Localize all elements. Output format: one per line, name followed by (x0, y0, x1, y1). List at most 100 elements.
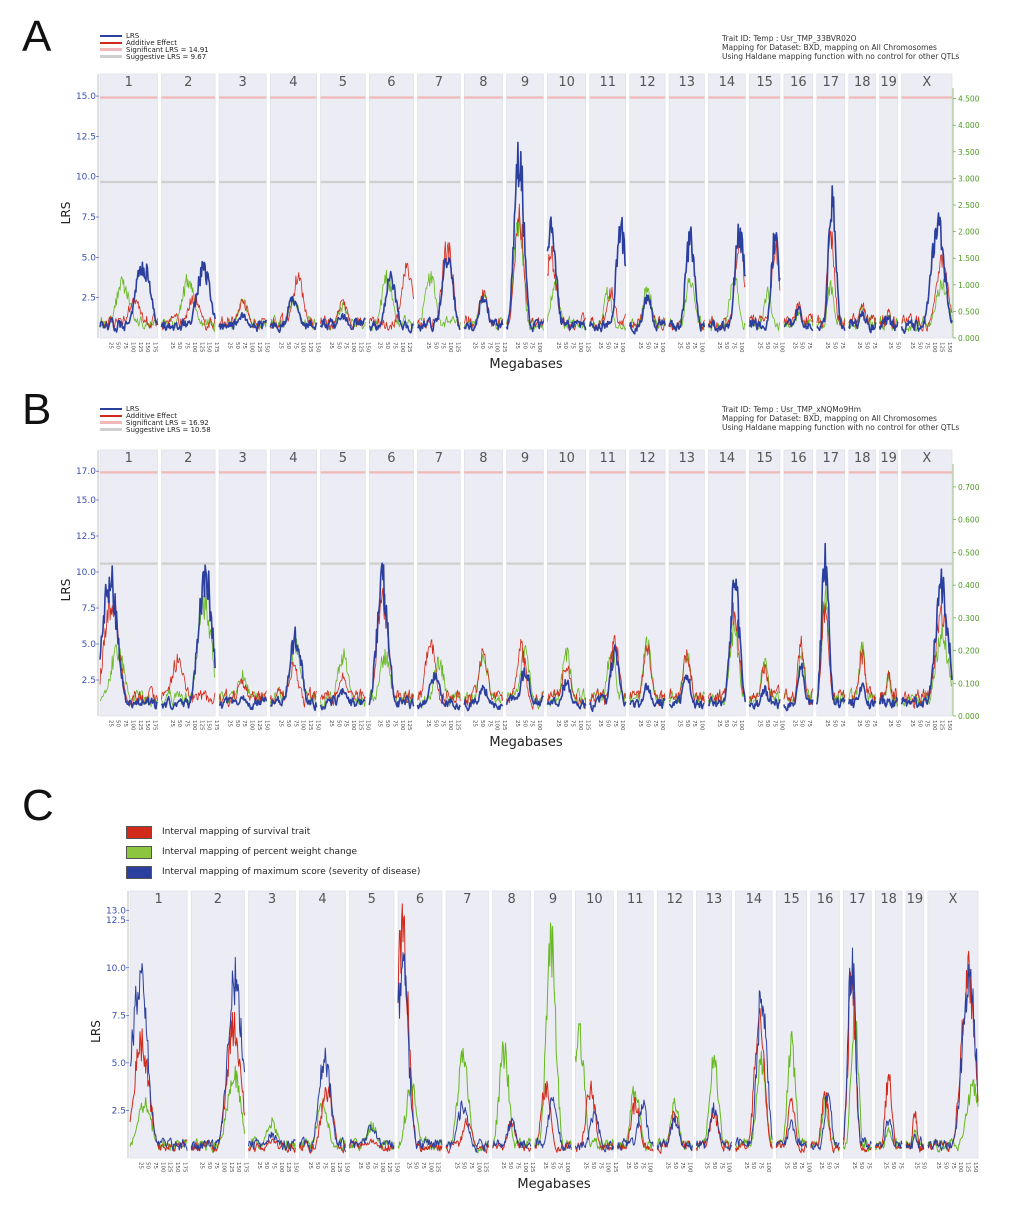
data-series-line (589, 286, 627, 330)
data-series-line (218, 311, 268, 333)
x-tick-label: 75 (806, 342, 812, 349)
legend-swatch-weight (126, 845, 152, 859)
right-tick-label: 4.000 (958, 121, 980, 130)
data-series-line (629, 644, 666, 707)
x-tick-label: 50 (521, 720, 527, 727)
chromosome-label: 9 (521, 75, 529, 90)
x-tick-label: 75 (292, 342, 298, 349)
chromosome-band (161, 73, 216, 339)
y-tick-label: 5.0 (82, 640, 97, 650)
legend: Interval mapping of survival trait Inter… (126, 822, 420, 882)
data-series-line (546, 216, 587, 331)
x-tick-label: 25 (887, 720, 893, 727)
chromosome-label: 4 (289, 75, 297, 90)
x-tick-label: 150 (206, 720, 212, 731)
chromosome-label: 9 (549, 892, 557, 907)
x-tick-label: 125 (529, 1162, 535, 1173)
data-series-line (848, 648, 876, 707)
chromosome-band (848, 73, 876, 339)
x-tick-label: 25 (757, 720, 763, 727)
x-tick-label: 50 (285, 342, 291, 349)
x-tick-label: 50 (750, 1162, 756, 1169)
data-series-line (616, 1097, 654, 1152)
data-series-line (161, 653, 216, 705)
x-tick-label: 75 (420, 1162, 426, 1169)
chromosome-band (708, 73, 746, 339)
x-tick-label: 100 (536, 342, 542, 353)
x-tick-label: 50 (605, 342, 611, 349)
data-series-line (748, 663, 781, 702)
series-group (129, 903, 979, 1154)
legend-item: Suggestive LRS = 10.58 (100, 425, 211, 434)
chromosome-band (879, 73, 898, 339)
x-tick-label: 75 (271, 1162, 277, 1169)
chromosome-label: 4 (318, 892, 326, 907)
x-tick-label: 75 (691, 342, 697, 349)
data-series-line (463, 684, 504, 712)
x-tick-label: 175 (243, 1162, 249, 1173)
x-tick-label: 100 (350, 342, 356, 353)
legend-item: Significant LRS = 14.91 (100, 46, 209, 54)
panel-a: A LRS Additive Effect Significant LRS = … (0, 0, 1024, 390)
x-tick-label: 175 (152, 342, 158, 353)
x-tick-label: 50 (858, 1162, 864, 1169)
x-tick-label: 25 (227, 342, 233, 349)
x-tick-label: 75 (758, 1162, 764, 1169)
legend-label: Suggestive LRS = 10.58 (126, 425, 211, 434)
chromosome-label: X (922, 75, 931, 90)
x-tick-label: 75 (652, 342, 658, 349)
x-tick-label: 150 (343, 1162, 349, 1173)
x-tick-label: 75 (570, 720, 576, 727)
x-tick-label: 100 (605, 1162, 611, 1173)
data-series-line (816, 602, 846, 702)
data-series-line (878, 694, 899, 709)
data-series-line (616, 1099, 654, 1151)
right-tick-label: 0.200 (958, 647, 980, 656)
x-tick-label: 125 (256, 720, 262, 731)
x-tick-label: 50 (864, 342, 870, 349)
right-tick-label: 4.500 (958, 95, 980, 104)
x-tick-label: 150 (394, 1162, 400, 1173)
y-axis-label: LRS (89, 1020, 103, 1043)
x-tick-label: 25 (743, 1162, 749, 1169)
data-series-line (269, 295, 318, 334)
chromosome-band (748, 73, 781, 339)
x-tick-label: 150 (144, 342, 150, 353)
y-tick-label: 2.5 (112, 1106, 126, 1116)
chromosome-label: 19 (907, 892, 924, 907)
x-tick-label: 75 (529, 342, 535, 349)
right-tick-label: 2.000 (958, 228, 980, 237)
chromosome-label: 7 (463, 892, 471, 907)
data-series-line (696, 1054, 733, 1149)
legend-swatch-significant (100, 48, 122, 51)
x-tick-label: 25 (883, 1162, 889, 1169)
x-tick-label: 75 (798, 1162, 804, 1169)
data-series-line (842, 962, 872, 1153)
data-series-line (848, 310, 877, 334)
x-tick-label: 125 (406, 342, 412, 353)
data-series-line (875, 1118, 903, 1149)
x-tick-label: 25 (107, 720, 113, 727)
chromosome-label: 19 (880, 451, 897, 466)
legend-item: LRS (100, 32, 209, 40)
x-tick-label: 100 (350, 720, 356, 731)
x-tick-label: 175 (181, 1162, 187, 1173)
data-series-line (874, 1073, 903, 1150)
x-tick-label: 100 (564, 1162, 570, 1173)
data-series-line (842, 947, 872, 1149)
x-tick-label: 50 (206, 1162, 212, 1169)
legend-swatch-survival (126, 825, 152, 839)
y-tick-label: 12.5 (76, 532, 96, 542)
data-series-line (783, 635, 814, 706)
x-tick-label: 125 (386, 1162, 392, 1173)
chromosome-label: 5 (368, 892, 376, 907)
x-tick-label: 75 (950, 1162, 956, 1169)
x-tick-label: 75 (771, 720, 777, 727)
x-tick-label: 100 (931, 342, 937, 353)
x-tick-label: 100 (699, 720, 705, 731)
x-tick-label: 25 (328, 720, 334, 727)
x-tick-label: 100 (726, 1162, 732, 1173)
x-tick-label: 25 (597, 342, 603, 349)
x-tick-label: 50 (335, 342, 341, 349)
chromosome-band (879, 449, 898, 717)
